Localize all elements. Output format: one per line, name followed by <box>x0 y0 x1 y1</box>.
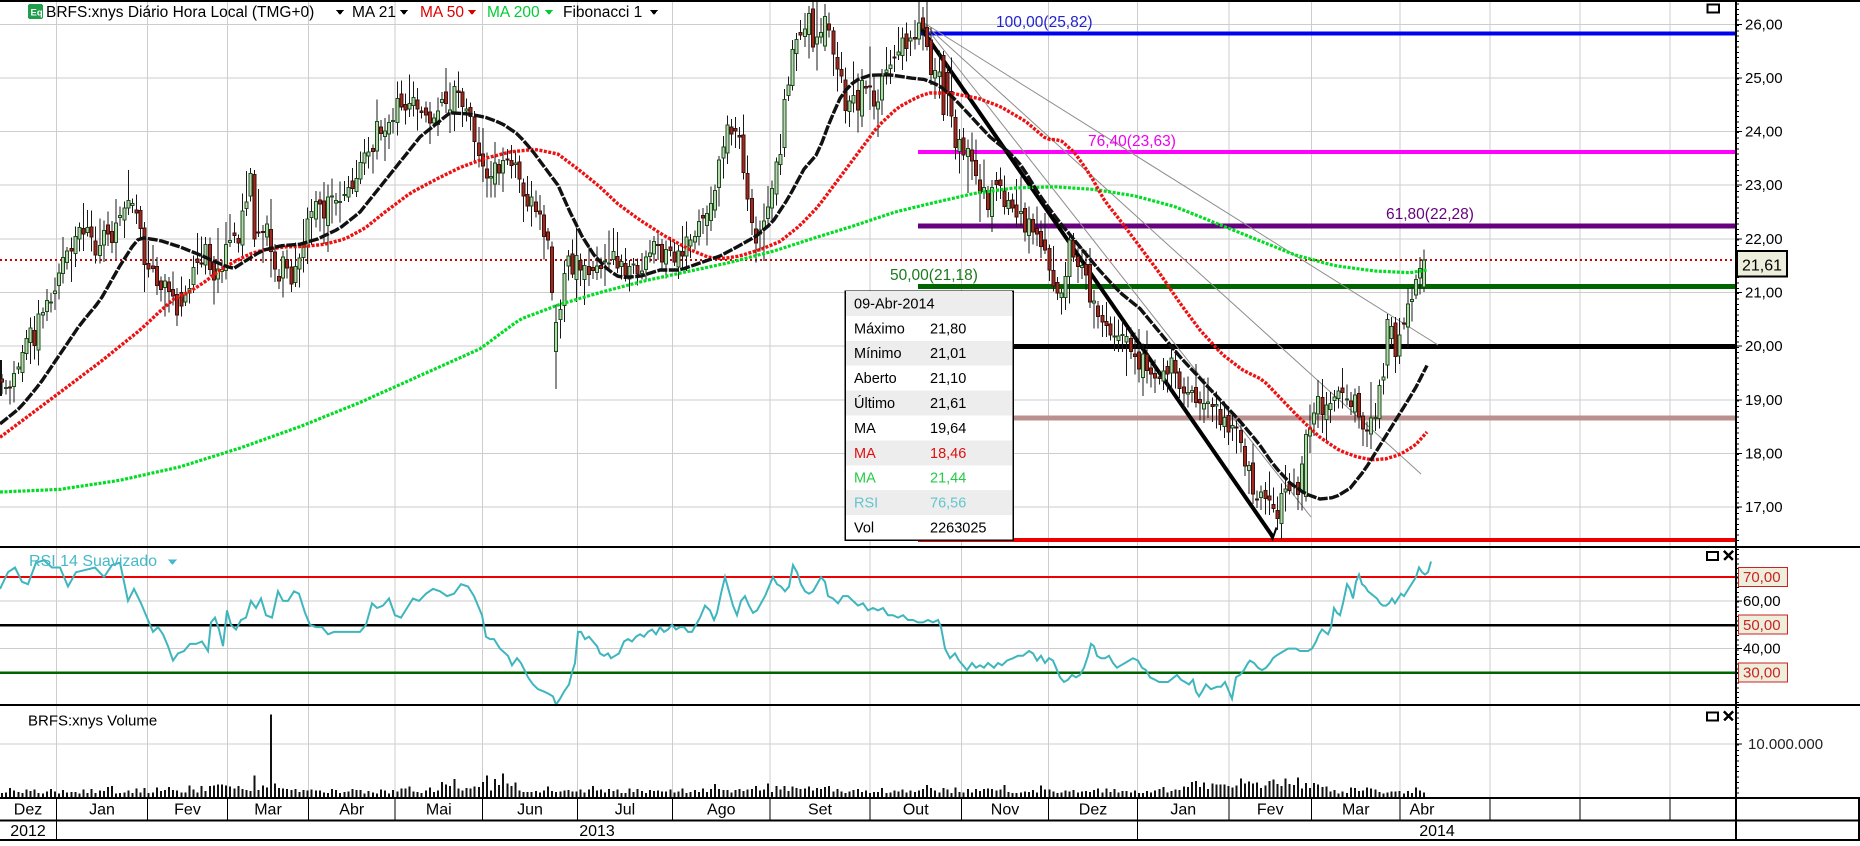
svg-text:10.000.000: 10.000.000 <box>1748 736 1823 753</box>
svg-text:21,80: 21,80 <box>930 321 966 337</box>
svg-text:Set: Set <box>808 802 833 819</box>
svg-text:Jun: Jun <box>517 802 543 819</box>
svg-text:Dez: Dez <box>14 802 42 819</box>
svg-text:2013: 2013 <box>579 823 615 840</box>
svg-text:Mai: Mai <box>426 802 452 819</box>
svg-text:Jan: Jan <box>1170 802 1196 819</box>
svg-text:Máximo: Máximo <box>854 321 905 337</box>
svg-text:Abr: Abr <box>339 802 365 819</box>
svg-text:Nov: Nov <box>991 802 1019 819</box>
svg-text:30,00: 30,00 <box>1743 665 1781 682</box>
svg-text:76,40(23,63): 76,40(23,63) <box>1088 133 1176 150</box>
svg-text:61,80(22,28): 61,80(22,28) <box>1386 206 1474 223</box>
svg-text:2014: 2014 <box>1419 823 1455 840</box>
svg-text:18,00: 18,00 <box>1745 445 1783 462</box>
svg-text:BRFS:xnys Diário Hora Local (T: BRFS:xnys Diário Hora Local (TMG+0) <box>46 4 314 21</box>
svg-text:18,46: 18,46 <box>930 446 966 462</box>
svg-text:50,00(21,18): 50,00(21,18) <box>890 267 978 284</box>
svg-text:MA: MA <box>854 421 876 437</box>
svg-text:MA 21: MA 21 <box>352 4 396 21</box>
svg-text:21,00: 21,00 <box>1745 285 1783 302</box>
svg-text:Mar: Mar <box>254 802 282 819</box>
svg-text:50,00: 50,00 <box>1743 617 1781 634</box>
svg-text:19,00: 19,00 <box>1745 392 1783 409</box>
svg-text:Abr: Abr <box>1410 802 1436 819</box>
svg-text:24,00: 24,00 <box>1745 124 1783 141</box>
svg-text:Mínimo: Mínimo <box>854 346 902 362</box>
svg-text:21,61: 21,61 <box>930 396 966 412</box>
svg-text:26,00: 26,00 <box>1745 16 1783 33</box>
svg-text:20,00: 20,00 <box>1745 338 1783 355</box>
svg-text:2263025: 2263025 <box>930 521 986 537</box>
svg-text:21,10: 21,10 <box>930 371 966 387</box>
svg-text:Ago: Ago <box>707 802 736 819</box>
svg-text:100,00(25,82): 100,00(25,82) <box>996 14 1093 31</box>
svg-text:Eq: Eq <box>31 8 43 19</box>
svg-text:MA 200: MA 200 <box>487 4 540 21</box>
svg-text:2012: 2012 <box>10 823 46 840</box>
svg-text:MA: MA <box>854 446 876 462</box>
svg-text:21,01: 21,01 <box>930 346 966 362</box>
svg-text:17,00: 17,00 <box>1745 499 1783 516</box>
svg-text:19,64: 19,64 <box>930 421 966 437</box>
svg-text:Out: Out <box>903 802 929 819</box>
svg-text:76,56: 76,56 <box>930 496 966 512</box>
svg-text:Jan: Jan <box>89 802 115 819</box>
svg-text:MA: MA <box>854 471 876 487</box>
svg-text:RSI: RSI <box>854 496 878 512</box>
svg-text:22,00: 22,00 <box>1745 231 1783 248</box>
svg-text:25,00: 25,00 <box>1745 70 1783 87</box>
svg-text:Último: Último <box>854 395 895 412</box>
svg-text:21,61: 21,61 <box>1742 258 1782 275</box>
svg-text:Vol: Vol <box>854 521 874 537</box>
svg-text:70,00: 70,00 <box>1743 569 1781 586</box>
svg-text:23,00: 23,00 <box>1745 177 1783 194</box>
svg-text:RSI 14 Suavizado: RSI 14 Suavizado <box>29 553 157 570</box>
svg-text:Fev: Fev <box>1257 802 1284 819</box>
svg-text:40,00: 40,00 <box>1743 641 1781 658</box>
svg-text:Fibonacci 1: Fibonacci 1 <box>563 4 642 21</box>
svg-text:BRFS:xnys Volume: BRFS:xnys Volume <box>28 713 157 730</box>
svg-text:Jul: Jul <box>615 802 635 819</box>
svg-text:Aberto: Aberto <box>854 371 897 387</box>
svg-text:Fev: Fev <box>174 802 201 819</box>
svg-text:Dez: Dez <box>1079 802 1107 819</box>
svg-text:21,44: 21,44 <box>930 471 966 487</box>
svg-text:MA 50: MA 50 <box>420 4 464 21</box>
svg-text:Mar: Mar <box>1342 802 1370 819</box>
svg-text:09-Abr-2014: 09-Abr-2014 <box>854 296 935 312</box>
svg-text:60,00: 60,00 <box>1743 593 1781 610</box>
